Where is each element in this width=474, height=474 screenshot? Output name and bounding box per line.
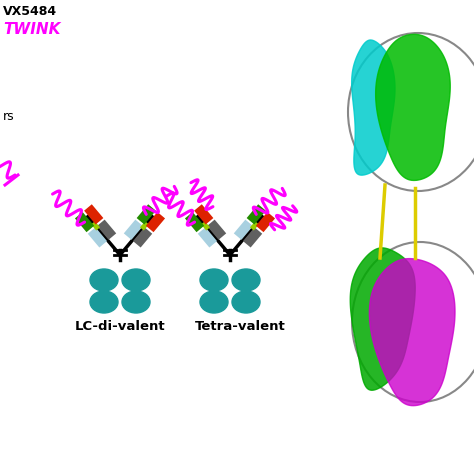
Polygon shape	[91, 221, 100, 230]
Polygon shape	[369, 259, 455, 406]
Ellipse shape	[122, 291, 150, 313]
Text: Tetra-valent: Tetra-valent	[195, 320, 285, 333]
Polygon shape	[88, 228, 107, 247]
Text: rs: rs	[3, 110, 15, 123]
Polygon shape	[133, 228, 152, 247]
Polygon shape	[352, 40, 395, 175]
Polygon shape	[75, 212, 94, 232]
Polygon shape	[185, 212, 204, 232]
Ellipse shape	[232, 291, 260, 313]
Polygon shape	[124, 219, 143, 240]
Polygon shape	[97, 219, 116, 240]
Polygon shape	[376, 34, 450, 181]
Text: VX5484: VX5484	[3, 5, 57, 18]
Polygon shape	[350, 248, 415, 390]
Ellipse shape	[90, 291, 118, 313]
Polygon shape	[198, 228, 217, 247]
Polygon shape	[140, 221, 149, 230]
Polygon shape	[137, 204, 156, 225]
Polygon shape	[256, 212, 275, 232]
Polygon shape	[194, 204, 213, 225]
Polygon shape	[234, 219, 253, 240]
Polygon shape	[243, 228, 262, 247]
Polygon shape	[146, 212, 165, 232]
Polygon shape	[250, 221, 259, 230]
Ellipse shape	[200, 291, 228, 313]
Polygon shape	[201, 221, 210, 230]
Text: TWINK: TWINK	[3, 22, 61, 37]
Polygon shape	[246, 204, 266, 225]
Text: LC-di-valent: LC-di-valent	[75, 320, 165, 333]
Polygon shape	[207, 219, 226, 240]
Polygon shape	[84, 204, 103, 225]
Ellipse shape	[232, 269, 260, 291]
Ellipse shape	[90, 269, 118, 291]
Ellipse shape	[122, 269, 150, 291]
Ellipse shape	[200, 269, 228, 291]
